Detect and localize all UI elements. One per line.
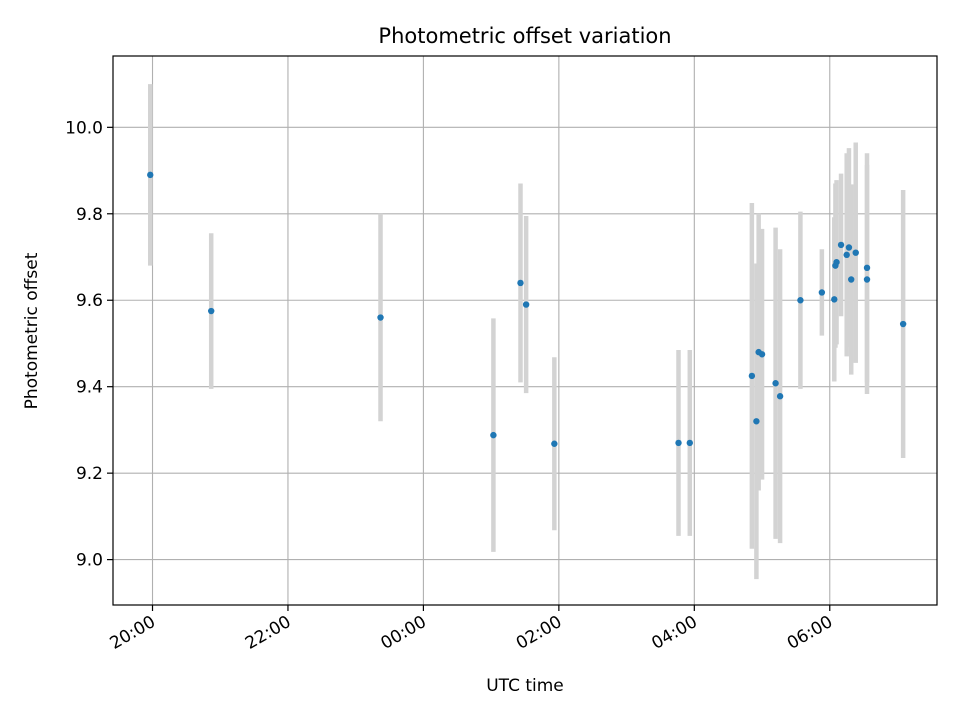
y-tick-label: 9.4	[76, 378, 103, 398]
data-point	[831, 296, 838, 303]
data-point	[797, 297, 804, 304]
data-point	[675, 439, 682, 447]
data-point	[208, 307, 215, 315]
data-point	[377, 314, 384, 321]
data-point	[748, 372, 756, 380]
data-point	[147, 171, 154, 179]
data-point	[776, 393, 784, 400]
chart-title: Photometric offset variation	[378, 24, 671, 48]
y-tick-label: 9.0	[76, 551, 103, 571]
data-point	[490, 431, 497, 439]
plot-frame	[112, 55, 938, 606]
data-point	[899, 320, 907, 328]
y-tick-label: 9.2	[76, 464, 103, 484]
data-points	[147, 171, 907, 447]
data-point	[686, 439, 693, 447]
data-point	[551, 440, 558, 447]
y-axis-label: Photometric offset	[22, 252, 42, 409]
y-tick-label: 10.0	[65, 118, 103, 138]
data-point	[852, 249, 859, 256]
data-point	[517, 279, 524, 287]
data-point	[863, 264, 871, 272]
y-axis-ticks: 9.0 9.2 9.4 9.6 9.8 10.0	[65, 118, 113, 571]
data-point	[522, 301, 530, 308]
data-point	[863, 276, 871, 283]
data-point	[753, 418, 760, 425]
y-tick-label: 9.8	[76, 205, 103, 225]
data-point	[848, 276, 855, 283]
y-tick-label: 9.6	[76, 291, 103, 311]
x-axis-label: UTC time	[486, 676, 564, 696]
data-point	[833, 258, 840, 266]
data-point	[772, 380, 779, 387]
data-point	[837, 241, 845, 249]
data-point	[845, 244, 853, 251]
data-point	[758, 351, 766, 358]
data-point	[818, 289, 826, 296]
data-point	[843, 251, 850, 259]
